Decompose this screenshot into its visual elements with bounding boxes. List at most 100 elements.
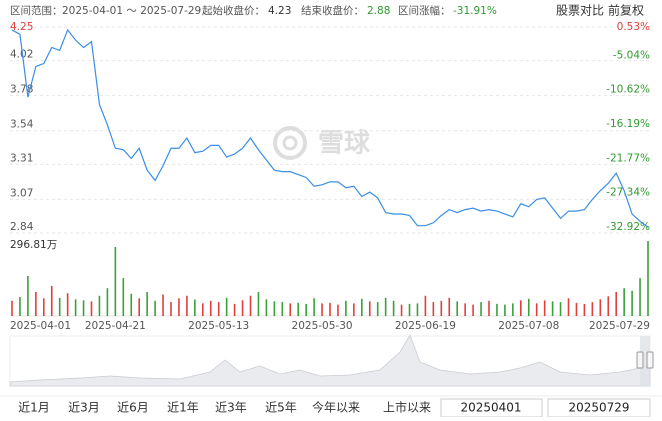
volume-bar <box>488 300 490 316</box>
x-tick-label: 2025-07-29 <box>589 320 650 332</box>
change: -31.91% <box>453 5 497 17</box>
change-label: 区间涨幅： <box>398 4 451 17</box>
volume-bar <box>361 298 363 316</box>
volume-bar <box>106 288 109 316</box>
volume-bar <box>186 295 188 316</box>
plot: 4.254.023.783.543.313.072.840.53%-5.04%-… <box>10 21 650 386</box>
volume-bar <box>281 302 284 316</box>
volume-bar <box>11 300 13 316</box>
volume-bar <box>472 304 474 316</box>
range-button[interactable]: 近3月 <box>68 401 100 415</box>
volume-bar <box>66 293 69 316</box>
volume-bar <box>456 301 458 316</box>
volume-tick-label: 296.81万 <box>10 239 57 251</box>
navigator-handle[interactable] <box>646 351 654 369</box>
navigator-area <box>9 334 651 387</box>
volume-bar <box>392 300 395 316</box>
volume-bar <box>138 298 140 316</box>
volume-bar <box>432 302 435 316</box>
y2-tick-label: -16.19% <box>606 118 650 130</box>
volume-bar <box>376 302 379 316</box>
volume-bar <box>551 301 554 316</box>
volume-bar <box>305 303 307 316</box>
volume-bar <box>58 297 61 316</box>
adjust-button[interactable]: 前复权 <box>608 3 644 18</box>
range-button[interactable]: 近5年 <box>265 401 297 415</box>
price-line <box>11 28 649 228</box>
volume-bar <box>74 299 77 316</box>
x-tick-label: 2025-07-08 <box>498 320 559 332</box>
volume-bar <box>496 303 498 316</box>
volume-bar <box>337 304 339 316</box>
y2-tick-label: -27.34% <box>606 187 650 199</box>
volume-bar <box>35 291 37 316</box>
end-price: 2.88 <box>367 5 390 17</box>
y2-tick-label: -21.77% <box>606 152 650 164</box>
volume-bar <box>122 278 125 316</box>
volume-bar <box>90 301 93 316</box>
volume-bar <box>170 302 172 316</box>
y-tick-label: 4.02 <box>10 49 33 61</box>
y-tick-label: 3.54 <box>10 119 34 131</box>
range: 2025-04-01 ～ 2025-07-29 <box>62 5 201 17</box>
watermark: 雪球 <box>273 126 371 160</box>
volume-bar <box>233 303 236 316</box>
x-tick-label: 2025-04-21 <box>85 320 146 332</box>
volume-bar <box>162 294 164 316</box>
volume-bar <box>241 300 244 316</box>
range-button[interactable]: 近1年 <box>167 401 199 415</box>
y-tick-label: 2.84 <box>10 221 34 233</box>
volume-bar <box>400 304 403 316</box>
range-button[interactable]: 近3年 <box>215 401 247 415</box>
volume-bar <box>368 301 371 316</box>
range-button[interactable]: 近1月 <box>18 401 50 415</box>
y-tick-label: 3.07 <box>10 187 33 199</box>
y2-tick-label: -32.92% <box>606 221 650 233</box>
volume-bar <box>289 303 292 316</box>
volume-bar <box>440 300 443 316</box>
volume-bar <box>98 295 101 316</box>
y-tick-label: 4.25 <box>10 21 33 33</box>
volume-bar <box>424 295 427 316</box>
start-date[interactable]: 20250401 <box>460 401 521 415</box>
volume-bar <box>194 299 196 316</box>
range-button[interactable]: 近6月 <box>117 401 149 415</box>
header: 区间范围： 2025-04-01 ～ 2025-07-29 起始收盘价： 4.2… <box>10 3 644 18</box>
volume-bar <box>464 303 466 316</box>
volume-bar <box>265 299 268 316</box>
range-button[interactable]: 上市以来 <box>383 400 431 415</box>
start-label: 起始收盘价： <box>202 4 265 17</box>
x-tick-label: 2025-04-01 <box>10 320 71 332</box>
end-date[interactable]: 20250729 <box>568 401 629 415</box>
volume-bar <box>543 300 546 316</box>
volume-bar <box>178 298 180 316</box>
navigator <box>9 334 654 387</box>
volume-bar <box>512 303 514 316</box>
volume-bar <box>202 303 204 316</box>
volume-bar <box>615 291 617 316</box>
volume-bar <box>146 291 148 316</box>
volume-bar <box>154 300 156 316</box>
volume-bar <box>591 302 594 316</box>
volume-bar <box>416 303 419 316</box>
volume-bar <box>607 296 610 316</box>
watermark-logo-inner <box>282 135 298 151</box>
range-button[interactable]: 今年以来 <box>312 400 360 415</box>
range-bar: 20250401 20250729 近1月 近3月 近6月 近1年 近3年 近5年 今年以来… <box>0 395 662 418</box>
x-tick-label: 2025-05-13 <box>188 320 249 332</box>
volume-bar <box>345 300 347 316</box>
volume-bar <box>209 300 212 316</box>
navigator-selection[interactable] <box>640 336 650 386</box>
volume-bar <box>559 302 562 316</box>
navigator-handle[interactable] <box>636 351 644 369</box>
y2-tick-label: -5.04% <box>613 49 650 61</box>
watermark-logo <box>273 126 307 160</box>
range-label: 区间范围： <box>10 4 63 17</box>
volume-bar <box>217 302 220 316</box>
x-tick-label: 2025-06-19 <box>395 320 456 332</box>
volume-bar <box>353 303 355 316</box>
compare-button[interactable]: 股票对比 <box>556 4 604 18</box>
y-tick-label: 3.31 <box>10 152 33 164</box>
